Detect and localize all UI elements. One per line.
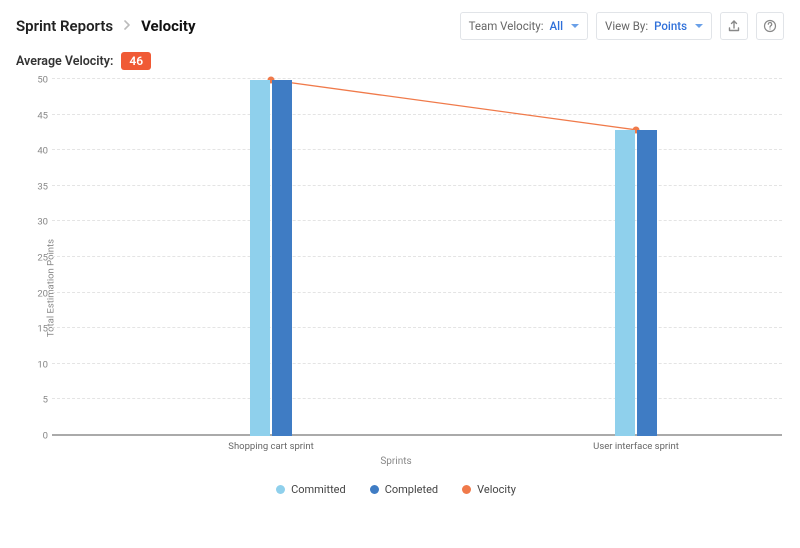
filter-label: Team Velocity: — [469, 19, 544, 33]
chart-y-tick: 45 — [28, 110, 48, 121]
help-button[interactable] — [756, 12, 784, 40]
chart-gridline — [52, 149, 782, 150]
legend-label: Committed — [291, 483, 346, 496]
average-velocity-badge: 46 — [121, 52, 151, 70]
chevron-right-icon — [123, 19, 131, 34]
chart-y-tick: 0 — [28, 431, 48, 442]
chart-gridline — [52, 256, 782, 257]
chart-y-tick: 35 — [28, 181, 48, 192]
breadcrumb-current: Velocity — [141, 17, 195, 35]
chart-bar-completed — [272, 80, 292, 436]
chart-x-tick: User interface sprint — [593, 441, 679, 452]
chart-gridline — [52, 327, 782, 328]
legend-label: Velocity — [477, 483, 516, 496]
chart-velocity-line — [271, 80, 636, 130]
chart-y-tick: 5 — [28, 395, 48, 406]
legend-swatch — [276, 485, 285, 494]
legend-swatch — [370, 485, 379, 494]
breadcrumb: Sprint Reports Velocity — [16, 17, 196, 35]
chart-y-tick: 50 — [28, 75, 48, 86]
chart-gridline — [52, 220, 782, 221]
chart-gridline — [52, 398, 782, 399]
chart-y-tick: 20 — [28, 288, 48, 299]
view-by-label: View By: — [605, 19, 648, 33]
chart-gridline — [52, 185, 782, 186]
chart-gridline — [52, 78, 782, 79]
caret-down-icon — [695, 24, 703, 28]
velocity-chart: 05101520253035404550Shopping cart sprint… — [52, 80, 782, 452]
chart-gridline — [52, 114, 782, 115]
team-velocity-filter[interactable]: Team Velocity: All — [460, 12, 588, 40]
caret-down-icon — [571, 24, 579, 28]
average-velocity-label: Average Velocity: — [16, 54, 113, 69]
chart-y-tick: 30 — [28, 217, 48, 228]
legend-item-committed: Committed — [276, 483, 346, 496]
chart-bar-completed — [637, 130, 657, 436]
export-icon — [727, 19, 741, 33]
chart-x-tick: Shopping cart sprint — [228, 441, 313, 452]
help-icon — [763, 19, 777, 33]
chart-bar-group — [615, 130, 657, 436]
filter-value: All — [550, 19, 564, 33]
breadcrumb-parent[interactable]: Sprint Reports — [16, 17, 113, 35]
chart-gridline — [52, 292, 782, 293]
export-button[interactable] — [720, 12, 748, 40]
chart-y-tick: 40 — [28, 146, 48, 157]
view-by-filter[interactable]: View By: Points — [596, 12, 712, 40]
chart-bar-group — [250, 80, 292, 436]
legend-item-velocity: Velocity — [462, 483, 516, 496]
chart-y-tick: 25 — [28, 253, 48, 264]
legend-label: Completed — [385, 483, 438, 496]
legend-item-completed: Completed — [370, 483, 438, 496]
chart-y-tick: 10 — [28, 359, 48, 370]
chart-gridline — [52, 363, 782, 364]
chart-legend: Committed Completed Velocity — [10, 483, 782, 496]
chart-y-tick: 15 — [28, 324, 48, 335]
legend-swatch — [462, 485, 471, 494]
chart-gridline — [52, 434, 782, 435]
view-by-value: Points — [654, 19, 687, 33]
chart-bar-committed — [250, 80, 270, 436]
chart-bar-committed — [615, 130, 635, 436]
chart-x-axis-label: Sprints — [10, 456, 782, 467]
